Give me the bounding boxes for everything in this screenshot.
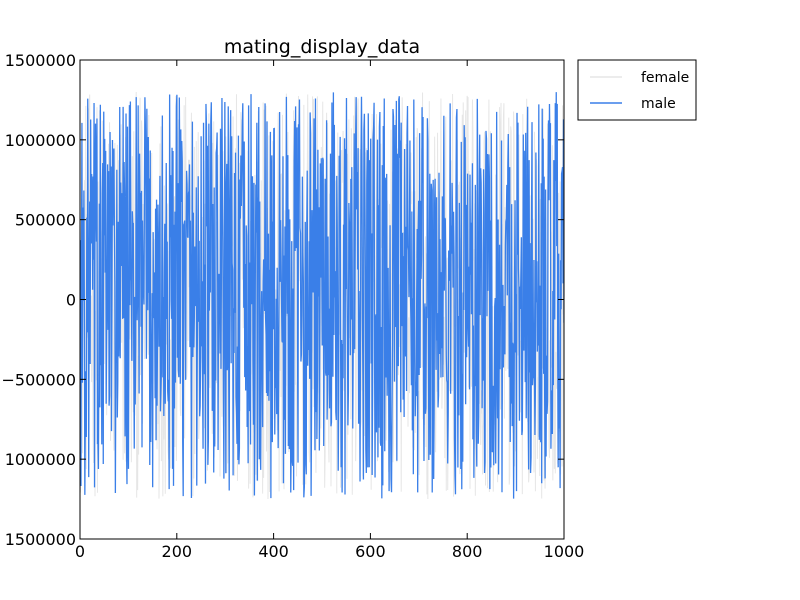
y-tick-label: 0 xyxy=(66,291,76,310)
y-tick-label: 1000000 xyxy=(5,450,76,469)
series-layer xyxy=(80,91,564,500)
chart-title: mating_display_data xyxy=(224,36,420,58)
x-tick-label: 200 xyxy=(162,542,193,561)
legend-label-male: male xyxy=(641,96,676,112)
series-line-male xyxy=(80,92,564,499)
x-tick-label: 1000 xyxy=(544,542,585,561)
x-tick-label: 600 xyxy=(355,542,386,561)
legend: female male xyxy=(577,59,697,121)
x-tick-label: 400 xyxy=(258,542,289,561)
y-tick-label: 1500000 xyxy=(5,530,76,549)
y-tick-label: 500000 xyxy=(15,211,76,230)
x-tick-label: 0 xyxy=(75,542,85,561)
y-tick-label: −500000 xyxy=(2,370,76,389)
y-tick-label: 1000000 xyxy=(5,131,76,150)
y-tick-label: 1500000 xyxy=(5,51,76,70)
ticks-layer: 0 200 400 600 800 1000 1500000 1000000 500000 0 −5… xyxy=(2,51,585,561)
legend-label-female: female xyxy=(641,70,689,86)
x-tick-label: 800 xyxy=(452,542,483,561)
legend-box xyxy=(577,59,697,121)
